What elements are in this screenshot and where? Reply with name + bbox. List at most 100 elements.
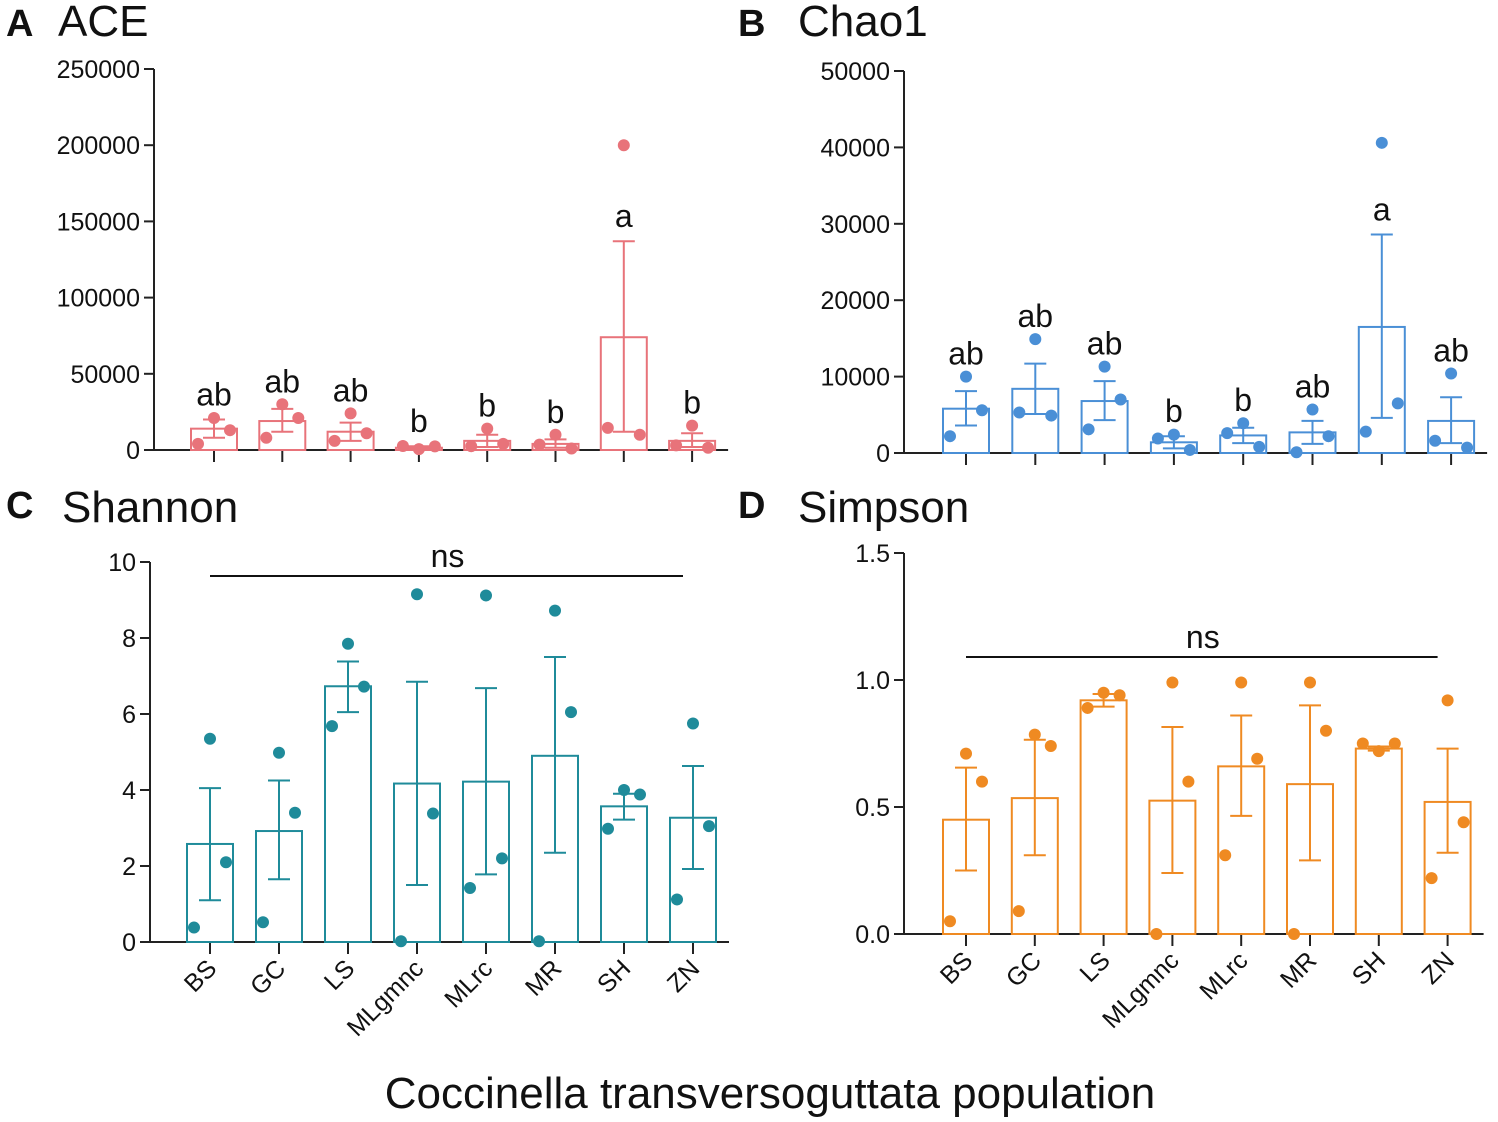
panel-title: Chao1 [798, 0, 928, 46]
data-point [1097, 686, 1110, 699]
x-tick-label: MR [520, 954, 567, 1001]
data-point [1391, 397, 1404, 410]
panel-title: ACE [58, 0, 148, 46]
data-point [1082, 423, 1095, 436]
data-point [427, 807, 439, 820]
data-point [496, 852, 508, 865]
data-point [1388, 737, 1401, 750]
significance-letter: b [410, 403, 428, 439]
data-point [273, 746, 285, 759]
data-point [1013, 406, 1026, 419]
data-point [481, 422, 494, 435]
x-tick-label: LS [1074, 946, 1115, 987]
data-point [1221, 427, 1234, 440]
y-tick-label: 50000 [70, 361, 140, 389]
data-point [549, 604, 561, 617]
x-tick-label: SH [1347, 946, 1391, 990]
data-point [276, 398, 289, 411]
data-point [220, 856, 232, 869]
data-point [1167, 428, 1180, 441]
ns-label: ns [431, 538, 465, 574]
data-point [412, 443, 425, 456]
data-point [565, 442, 578, 455]
panel-title: Shannon [62, 483, 238, 532]
data-point [188, 921, 200, 934]
data-point [1457, 816, 1470, 829]
y-tick-label: 10000 [820, 364, 890, 392]
x-tick-label: LS [319, 954, 360, 995]
significance-letter: ab [196, 377, 232, 413]
y-tick-label: 4 [122, 777, 136, 805]
y-tick-label: 0.0 [855, 921, 890, 949]
data-point [464, 882, 476, 895]
y-tick-label: 40000 [820, 134, 890, 162]
significance-letter: b [547, 394, 565, 430]
data-point [1441, 694, 1454, 707]
data-point [465, 440, 478, 453]
data-point [1290, 446, 1303, 459]
data-point [1322, 430, 1335, 443]
x-tick-label: MLrc [1194, 946, 1253, 1005]
data-point [1151, 432, 1164, 445]
y-tick-label: 30000 [820, 211, 890, 239]
data-point [1081, 701, 1094, 714]
y-tick-label: 20000 [820, 287, 890, 315]
data-point [702, 441, 715, 454]
data-point [960, 747, 972, 760]
data-point [1166, 676, 1179, 689]
data-point [565, 706, 577, 719]
y-tick-label: 150000 [57, 208, 140, 236]
data-point [960, 370, 972, 383]
data-point [1182, 775, 1195, 788]
x-tick-label: GC [245, 954, 291, 1000]
data-point [1235, 676, 1248, 689]
data-point [292, 411, 305, 424]
data-point [703, 820, 715, 833]
x-tick-label: MLgmnc [1097, 946, 1185, 1034]
panel-letter: B [738, 3, 765, 45]
data-point [617, 139, 630, 152]
data-point [1219, 849, 1232, 862]
y-tick-label: 50000 [820, 58, 890, 86]
data-point [1253, 440, 1266, 453]
data-point [260, 431, 273, 444]
data-point [1183, 443, 1196, 456]
data-point [1445, 367, 1458, 380]
data-point [395, 935, 407, 948]
data-point [192, 437, 204, 450]
x-tick-label: ZN [1416, 946, 1459, 989]
data-point [1113, 689, 1126, 702]
panel-b: B Chao1 01000020000300004000050000ababab… [738, 0, 1488, 468]
data-point [1044, 740, 1057, 753]
y-tick-label: 0 [126, 437, 140, 465]
y-tick-label: 200000 [57, 132, 140, 160]
x-axis-title: Coccinella transversoguttata population [385, 1069, 1155, 1118]
data-point [1150, 928, 1163, 940]
significance-letter: b [478, 388, 496, 424]
data-point [1045, 409, 1058, 422]
panel-letter: D [738, 485, 765, 527]
data-point [687, 717, 699, 730]
data-point [1114, 393, 1127, 406]
y-tick-label: 100000 [57, 285, 140, 313]
significance-letter: ab [1295, 368, 1331, 404]
data-point [396, 440, 409, 453]
data-point [344, 407, 357, 420]
data-point [944, 915, 956, 928]
data-point [480, 589, 492, 602]
data-point [533, 438, 546, 451]
data-point [428, 440, 441, 453]
significance-letter: ab [265, 363, 301, 399]
data-point [1012, 905, 1025, 918]
data-point [1429, 434, 1442, 447]
y-tick-label: 250000 [57, 56, 140, 84]
data-point [342, 637, 354, 650]
data-point [1251, 752, 1264, 765]
x-tick-label: BS [179, 954, 222, 997]
data-point [326, 720, 338, 733]
significance-letter: ab [1018, 298, 1054, 334]
data-point [670, 439, 683, 452]
x-tick-label: BS [935, 946, 978, 989]
